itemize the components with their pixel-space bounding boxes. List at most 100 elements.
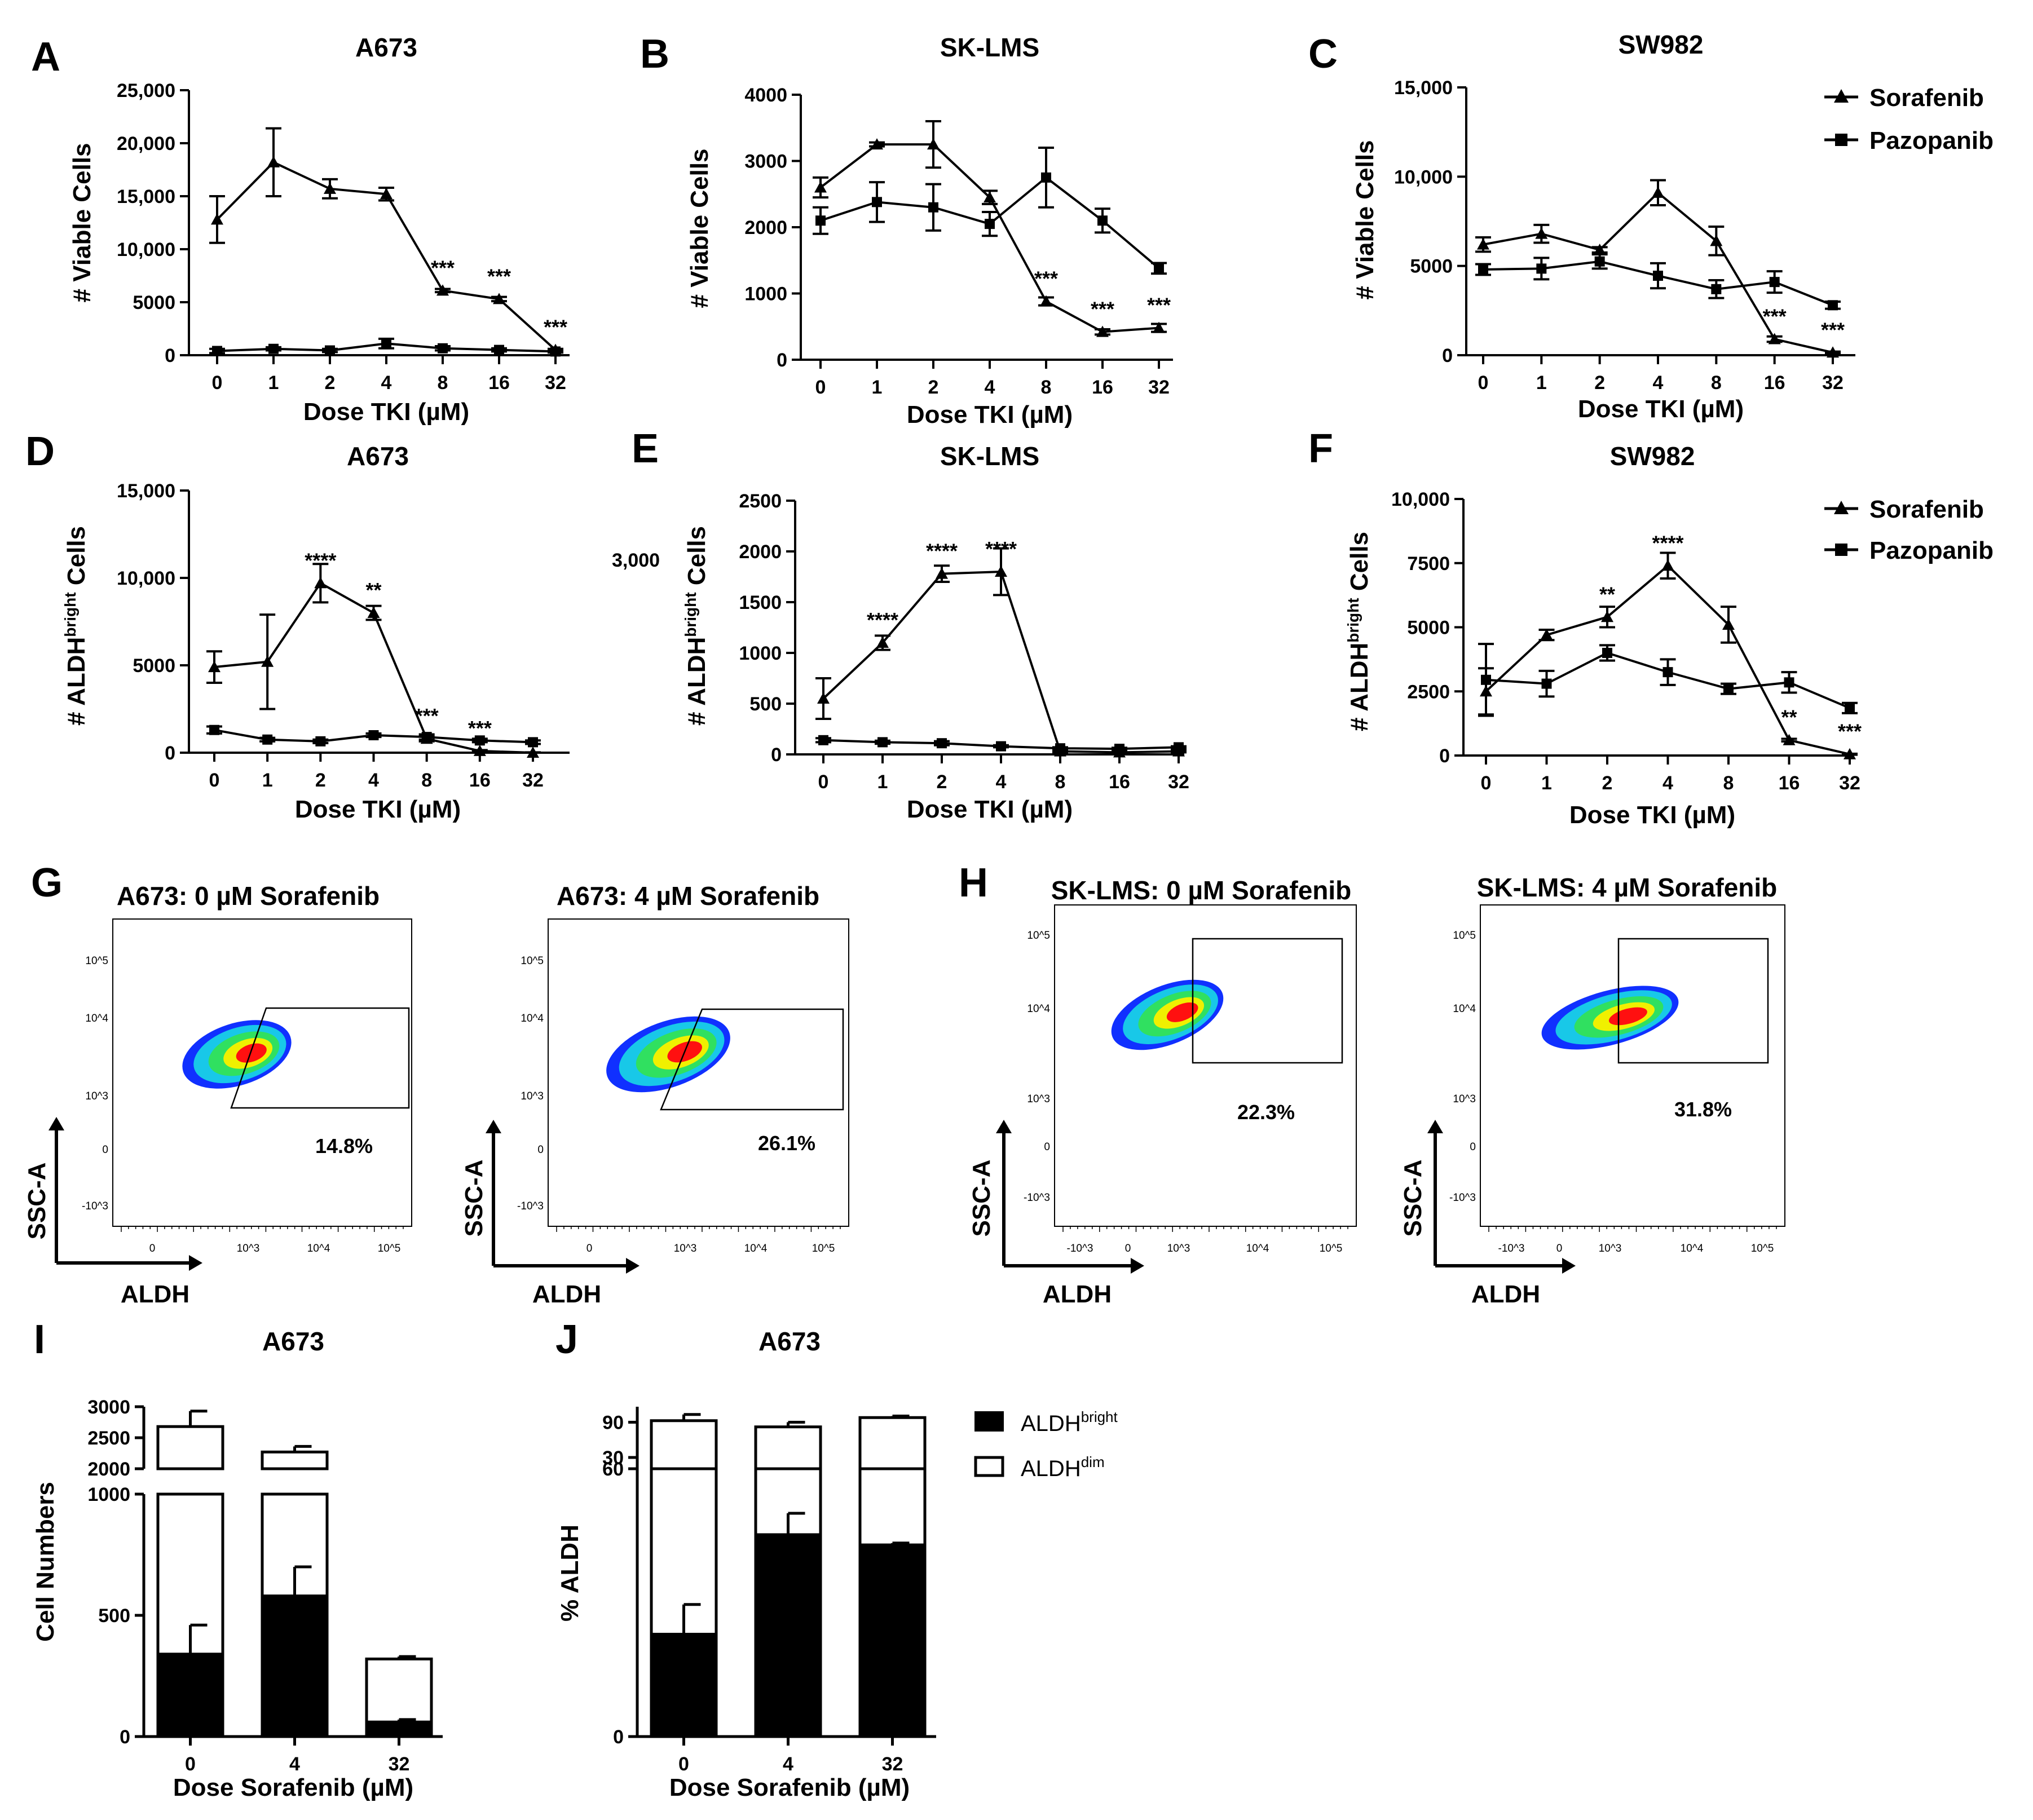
chart-b-xtick-label: 1 bbox=[872, 377, 883, 398]
chart-i-xtick-label: 0 bbox=[185, 1753, 196, 1775]
panel-letter-i: I bbox=[34, 1317, 45, 1362]
chart-e-ytick-label: 0 bbox=[771, 744, 782, 766]
chart-e-xtick-label: 1 bbox=[877, 771, 888, 793]
chart-e-significance: **** bbox=[985, 537, 1017, 560]
chart-e-sorafenib-point bbox=[936, 567, 948, 579]
chart-e-pazopanib-point bbox=[877, 737, 888, 748]
legend-top-sorafenib: Sorafenib bbox=[1869, 84, 1984, 112]
chart-b-sorafenib-point bbox=[984, 191, 996, 203]
chart-d-ytick-label: 5000 bbox=[133, 655, 175, 677]
chart-b-title: SK-LMS bbox=[940, 33, 1039, 62]
facs-g2-ytick-label: 10^4 bbox=[521, 1013, 544, 1024]
legend-mid: Sorafenib Pazopanib bbox=[1824, 496, 1994, 564]
chart-d-significance: *** bbox=[415, 704, 439, 727]
facs-h2-ytick-label: 10^3 bbox=[1453, 1093, 1476, 1105]
chart-i-xtick-label: 4 bbox=[289, 1753, 300, 1775]
chart-j-ytick-label: 90 bbox=[602, 1412, 624, 1434]
chart-e-pazopanib-point bbox=[1114, 744, 1124, 754]
chart-j-ylabel: % ALDH bbox=[556, 1525, 584, 1622]
chart-i-bright-bar bbox=[261, 1594, 329, 1738]
chart-i-xtick-label: 32 bbox=[389, 1753, 410, 1775]
facs-h1-ytick-label: 10^5 bbox=[1027, 930, 1050, 942]
facs-g2-xtick-label: 10^3 bbox=[674, 1243, 697, 1254]
chart-a-xtick-label: 8 bbox=[438, 372, 448, 394]
facs-h1-xtick-label: -10^3 bbox=[1067, 1243, 1093, 1254]
chart-e-xtick-label: 0 bbox=[818, 771, 829, 793]
chart-a-pazopanib-point bbox=[381, 338, 391, 349]
chart-a-sorafenib-point bbox=[436, 284, 449, 296]
legend-dim-label: ALDHdim bbox=[1021, 1454, 1105, 1481]
chart-e-sorafenib-point bbox=[995, 566, 1007, 577]
chart-b-pazopanib-point bbox=[985, 219, 995, 229]
chart-e-xtick-label: 32 bbox=[1168, 771, 1189, 793]
chart-f-sorafenib-point bbox=[1783, 734, 1796, 745]
chart-f-sorafenib-point bbox=[1601, 611, 1613, 622]
facs-g2-gate bbox=[660, 1008, 844, 1111]
chart-a-xtick-label: 4 bbox=[381, 372, 392, 394]
chart-e-aldh-cells: SK-LMS Dose TKI (µM) # ALDHbright Cells … bbox=[612, 441, 1189, 823]
facs-h2-gate-percent: 31.8% bbox=[1674, 1098, 1732, 1121]
chart-d-xtick-label: 4 bbox=[368, 770, 379, 791]
facs-g2-yaxis-label: SSC-A bbox=[460, 1160, 488, 1237]
chart-b-pazopanib-point bbox=[1097, 215, 1108, 226]
chart-b-significance: *** bbox=[1091, 298, 1114, 321]
chart-b-pazopanib-point bbox=[1154, 263, 1164, 273]
chart-c-xtick-label: 16 bbox=[1764, 372, 1785, 394]
chart-f-pazopanib-point bbox=[1723, 683, 1734, 694]
chart-j-xtick-label: 0 bbox=[678, 1753, 689, 1775]
chart-a-ytick-label: 15,000 bbox=[117, 186, 175, 207]
chart-f-ylabel-sup: bright bbox=[1344, 598, 1362, 642]
chart-d-pazopanib-point bbox=[262, 734, 273, 745]
chart-f-xtick-label: 4 bbox=[1662, 772, 1673, 794]
chart-f-ytick-label: 10,000 bbox=[1391, 489, 1450, 510]
chart-d-xlabel: Dose TKI (µM) bbox=[295, 796, 461, 823]
panel-letter-j: J bbox=[555, 1317, 578, 1362]
chart-d-sorafenib-point bbox=[367, 607, 380, 618]
chart-c-title: SW982 bbox=[1619, 30, 1704, 59]
facs-g2-title: A673: 4 µM Sorafenib bbox=[557, 881, 819, 911]
chart-c-significance: *** bbox=[1821, 318, 1845, 341]
chart-j-dim-bar-upper bbox=[754, 1425, 822, 1470]
chart-d-pazopanib-point bbox=[209, 725, 219, 735]
chart-d-ylabel-tail: Cells bbox=[63, 526, 90, 592]
chart-f-sorafenib-point bbox=[1661, 559, 1674, 571]
chart-d-significance: *** bbox=[468, 717, 492, 740]
facs-h2-xaxis-label: ALDH bbox=[1471, 1280, 1540, 1308]
chart-j-ytick-label: 60 bbox=[602, 1459, 624, 1480]
chart-d-title: A673 bbox=[347, 441, 409, 471]
chart-f-pazopanib-point bbox=[1845, 703, 1855, 713]
facs-h2-xtick-label: -10^3 bbox=[1498, 1243, 1525, 1254]
chart-a-significance: *** bbox=[431, 256, 455, 279]
chart-a-significance: *** bbox=[487, 264, 511, 288]
chart-c-ytick-label: 10,000 bbox=[1394, 166, 1453, 188]
chart-e-ytick-label: 1500 bbox=[739, 592, 782, 613]
facs-g2-gate-percent: 26.1% bbox=[758, 1132, 815, 1155]
chart-e-ylabel-tail: Cells bbox=[683, 526, 711, 592]
facs-h2-xtick-label: 10^3 bbox=[1599, 1243, 1622, 1254]
facs-g2-ytick-label: -10^3 bbox=[517, 1200, 544, 1212]
facs-g1-x-arrow-head bbox=[189, 1255, 202, 1271]
chart-c-sorafenib-point bbox=[1827, 346, 1839, 358]
facs-h1-xtick-label: 10^5 bbox=[1320, 1243, 1343, 1254]
chart-a-pazopanib-point bbox=[212, 346, 222, 356]
chart-f-ylabel-tail: Cells bbox=[1346, 532, 1373, 598]
chart-e-xlabel: Dose TKI (µM) bbox=[907, 796, 1073, 823]
chart-f-pazopanib-point bbox=[1541, 678, 1552, 689]
chart-a-pazopanib-point bbox=[325, 345, 335, 356]
facs-h2-xtick-label: 10^4 bbox=[1681, 1243, 1704, 1254]
chart-e-xtick-label: 4 bbox=[996, 771, 1007, 793]
chart-d-xtick-label: 32 bbox=[522, 770, 544, 791]
chart-d-sorafenib-point bbox=[261, 655, 274, 667]
chart-b-significance: *** bbox=[1147, 294, 1171, 317]
chart-c-pazopanib-point bbox=[1769, 277, 1780, 288]
legend-top-square-marker bbox=[1835, 134, 1847, 146]
facs-g1-density-layer bbox=[236, 1043, 267, 1063]
chart-j-xtick-label: 32 bbox=[882, 1753, 903, 1775]
facs-h2-ytick-label: 0 bbox=[1470, 1141, 1476, 1153]
legend-top-pazopanib: Pazopanib bbox=[1869, 127, 1994, 154]
legend-bright-swatch bbox=[974, 1411, 1004, 1432]
chart-d-pazopanib-point bbox=[421, 732, 432, 743]
chart-c-viable-cells: SW982 Dose TKI (µM) # Viable Cells 0 5000… bbox=[1351, 30, 1855, 423]
chart-i-cell-numbers: A673 Dose Sorafenib (µM) Cell Numbers 0 5… bbox=[32, 1327, 443, 1801]
chart-f-ylabel-main: # ALDH bbox=[1346, 643, 1373, 731]
